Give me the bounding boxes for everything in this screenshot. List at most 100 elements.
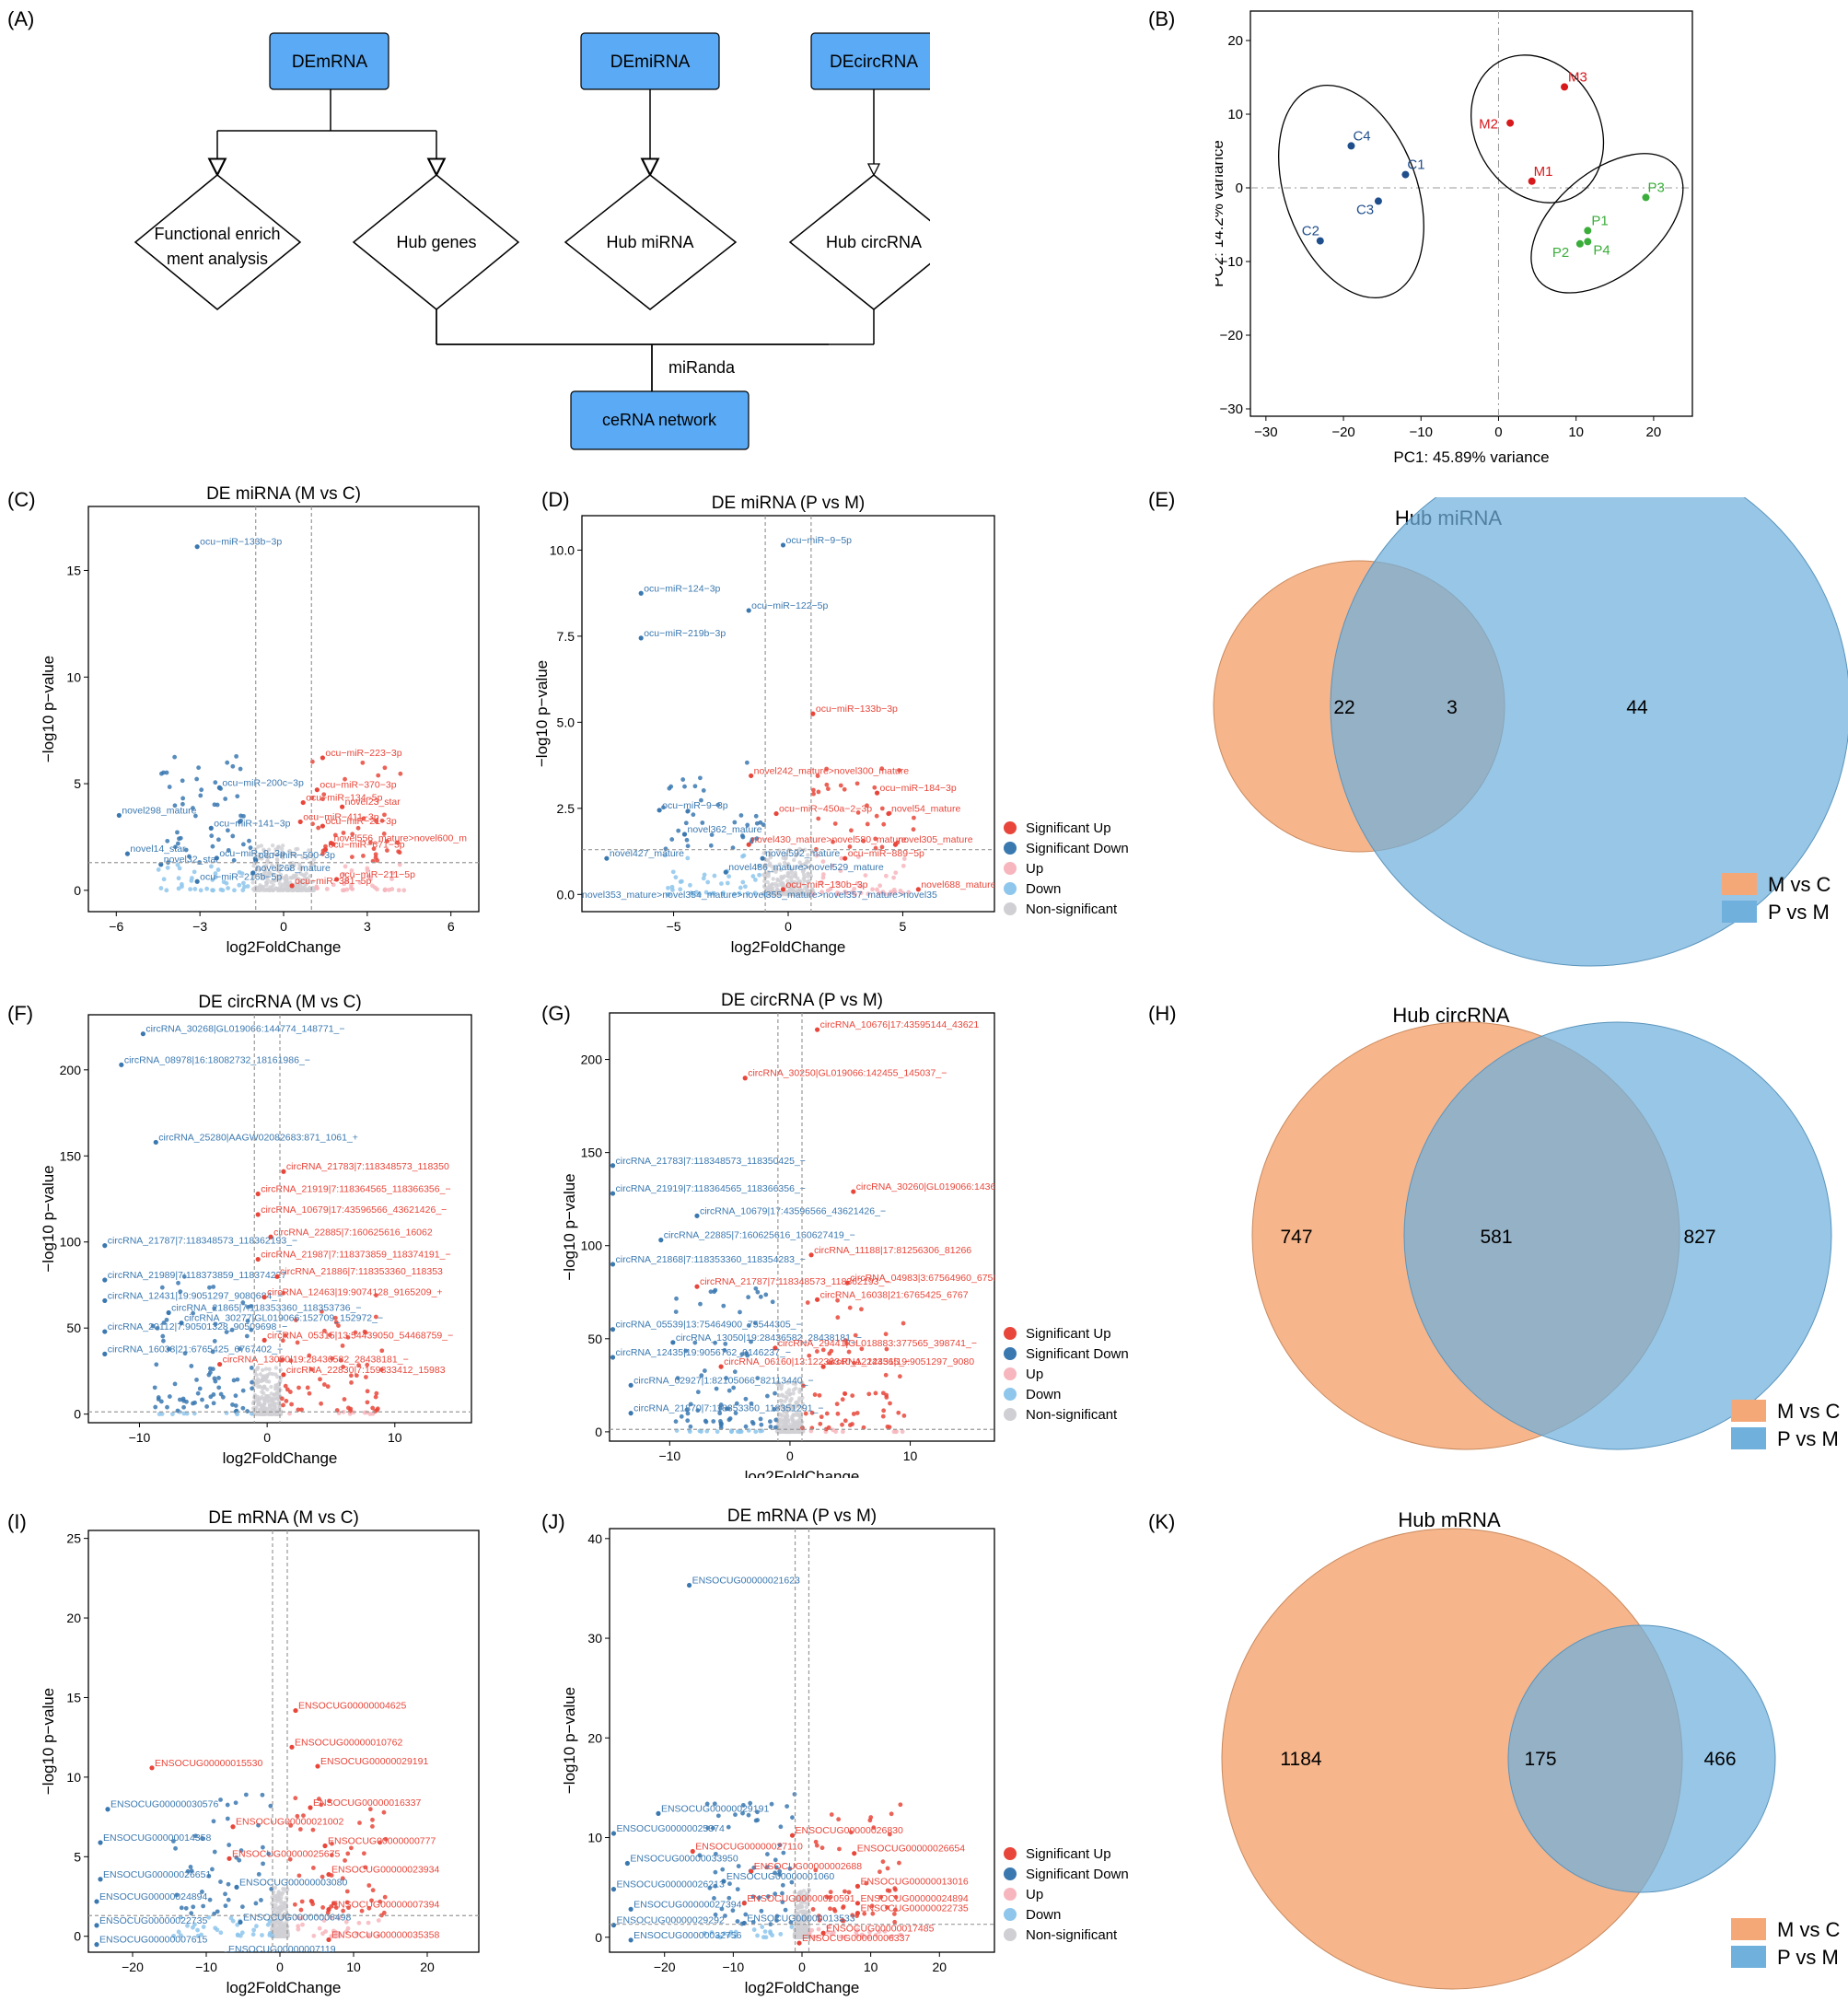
- ns-point: [796, 1403, 801, 1409]
- gene-label: ocu−miR−9−3p: [662, 800, 728, 811]
- down-point: [261, 1861, 265, 1867]
- pca-point: [1506, 119, 1515, 127]
- down-point: [708, 843, 714, 848]
- labelled-point: [610, 1327, 616, 1332]
- venn-set-b: [1507, 1624, 1776, 1893]
- venn-legend-label-a: M vs C: [1777, 1400, 1841, 1423]
- up-point: [379, 1348, 385, 1354]
- down-point: [173, 844, 178, 850]
- up-point: [327, 1798, 332, 1804]
- pca-chart: −30 −20 −10 0 10 20 −30 −20 −10 0 10 20 PC1: 45.89% …: [1215, 10, 1693, 466]
- up-point: [363, 1375, 368, 1379]
- up-point: [373, 1394, 378, 1400]
- labelled-point: [98, 1840, 103, 1845]
- venn-legend-swatch-b: [1722, 901, 1757, 923]
- labelled-point: [262, 1295, 267, 1300]
- ns-point: [262, 847, 266, 852]
- up-point: [340, 1876, 345, 1881]
- down-point: [738, 1429, 744, 1435]
- down-point: [703, 1418, 708, 1424]
- ns-point: [795, 1905, 799, 1910]
- ns-point: [289, 888, 295, 893]
- gene-label: ocu−miR−411−3p: [303, 811, 379, 822]
- down-point: [213, 1321, 218, 1327]
- y-tick-label: −10: [1220, 254, 1243, 270]
- labelled-point: [281, 1169, 286, 1174]
- up-point: [295, 1340, 300, 1345]
- legend-dot: [1004, 1928, 1017, 1941]
- down-point: [762, 891, 768, 897]
- y-tick-label: 100: [581, 1239, 603, 1253]
- legend-sig-down: Significant Down: [1026, 1345, 1129, 1362]
- gene-label: circRNA_13050|19:28436582_28438181_−: [223, 1355, 409, 1366]
- x-tick-label: −20: [122, 1960, 144, 1974]
- panel-label-a: (A): [7, 7, 35, 30]
- up-point: [296, 1385, 301, 1390]
- pca-point-label: P2: [1552, 245, 1569, 261]
- down-point: [178, 1933, 183, 1938]
- down-point: [226, 847, 231, 853]
- up-point: [828, 1906, 832, 1912]
- gene-label: ocu−miR−370−3p: [320, 780, 396, 791]
- up-point: [299, 1899, 305, 1904]
- up-point: [316, 825, 321, 831]
- up-point: [875, 887, 879, 892]
- gene-label: novel32_star: [164, 855, 220, 866]
- up-point: [360, 760, 366, 765]
- down-point: [705, 879, 711, 885]
- up-point: [361, 853, 366, 858]
- down-point: [250, 1386, 255, 1391]
- y-tick-label: 10: [66, 1770, 81, 1785]
- down-point: [211, 1819, 216, 1824]
- down-point: [173, 1845, 178, 1851]
- labelled-point: [194, 544, 200, 550]
- gene-label: circRNA_21919|7:118364565_118366356_−: [261, 1184, 450, 1195]
- up-point: [340, 1344, 345, 1348]
- ns-point: [797, 1390, 802, 1394]
- up-point: [295, 1813, 300, 1819]
- ns-point: [274, 1897, 279, 1902]
- up-point: [342, 888, 347, 893]
- down-point: [176, 886, 181, 891]
- labelled-point: [610, 1163, 616, 1169]
- down-point: [753, 1429, 759, 1435]
- down-point: [730, 845, 736, 851]
- gene-label: ENSOCUG00000025675: [232, 1848, 340, 1859]
- ns-point: [294, 873, 299, 878]
- gene-label: circRNA_16038|21:6765425_6767402_−: [108, 1344, 283, 1355]
- down-point: [780, 1882, 785, 1888]
- panel-label-g: (G): [541, 1002, 571, 1025]
- up-point: [824, 782, 830, 787]
- down-point: [726, 1406, 731, 1412]
- ns-point: [273, 1909, 278, 1914]
- labelled-point: [610, 1887, 617, 1892]
- y-tick-label: 10: [587, 1831, 602, 1845]
- up-point: [366, 1883, 372, 1888]
- up-point: [832, 821, 838, 826]
- panel-label-h: (H): [1148, 1002, 1177, 1025]
- down-point: [743, 1912, 749, 1917]
- down-point: [250, 1932, 256, 1937]
- up-point: [847, 844, 853, 849]
- gene-label: novel592_mature: [765, 848, 840, 859]
- plot-frame: [87, 1530, 480, 1953]
- up-point: [361, 816, 366, 821]
- plot-frame: [609, 1528, 995, 1953]
- up-point: [885, 1888, 890, 1893]
- gene-label: ENSOCUG00000003080: [239, 1877, 347, 1888]
- gene-label: ocu−miR−184−3p: [880, 783, 957, 794]
- down-point: [787, 1866, 793, 1871]
- down-point: [735, 1919, 740, 1924]
- ns-point: [794, 1425, 798, 1429]
- down-point: [781, 1850, 786, 1856]
- y-tick-label: 0.0: [557, 887, 575, 902]
- up-point: [284, 1399, 289, 1403]
- up-point: [293, 1318, 298, 1322]
- down-point: [223, 1891, 227, 1897]
- gene-label: circRNA_16038|21:6765425_6767: [820, 1289, 969, 1300]
- down-point: [185, 1923, 190, 1928]
- ns-point: [302, 873, 307, 878]
- ns-point: [782, 874, 787, 878]
- labelled-point: [194, 878, 200, 884]
- up-point: [846, 1349, 852, 1355]
